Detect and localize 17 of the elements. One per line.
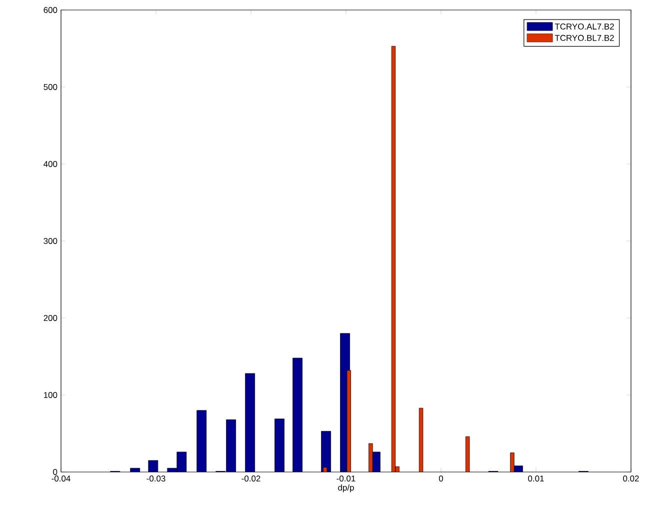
y-tick-label: 500 (44, 84, 58, 90)
x-tick-label: -0.01 (336, 476, 356, 482)
y-tick-label: 0 (53, 469, 58, 475)
y-tick-label: 600 (44, 7, 58, 13)
legend-label: TCRYO.BL7.B2 (554, 34, 614, 41)
x-tick-label: 0 (438, 476, 444, 482)
y-tick-label: 300 (44, 238, 58, 244)
x-tick-label: -0.03 (146, 476, 166, 482)
x-tick-label: -0.02 (242, 476, 260, 482)
x-axis-title: dp/p (338, 484, 354, 492)
x-tick-label: -0.04 (52, 476, 70, 482)
y-tick-label: 100 (44, 392, 58, 398)
y-tick-label: 200 (44, 315, 58, 321)
legend-label: TCRYO.AL7.B2 (554, 24, 614, 30)
y-tick-label: 400 (44, 161, 58, 167)
x-tick-label: 0.02 (623, 476, 639, 482)
x-tick-label: 0.01 (528, 476, 544, 482)
